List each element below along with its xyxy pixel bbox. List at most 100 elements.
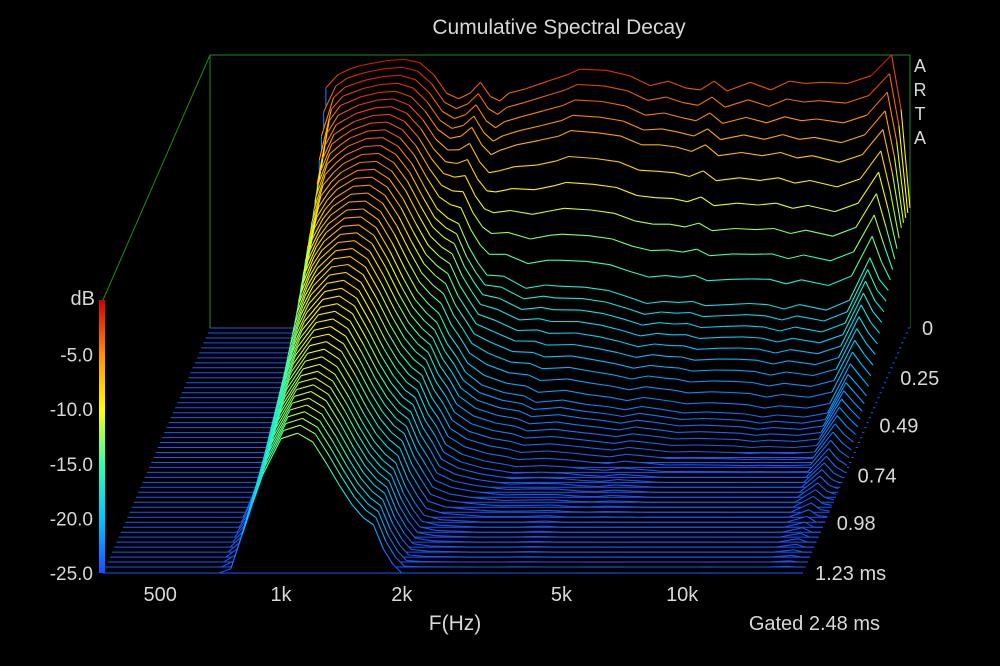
decay-segment bbox=[381, 283, 395, 310]
decay-segment bbox=[328, 455, 343, 479]
decay-segment bbox=[412, 87, 428, 103]
decay-segment bbox=[808, 509, 819, 517]
decay-segment bbox=[488, 445, 509, 450]
decay-segment bbox=[382, 203, 398, 226]
decay-segment bbox=[318, 190, 330, 208]
decay-segment bbox=[347, 328, 363, 354]
decay-segment bbox=[685, 402, 710, 405]
decay-segment bbox=[462, 191, 474, 214]
decay-segment bbox=[460, 207, 472, 231]
decay-segment bbox=[296, 285, 309, 314]
decay-segment bbox=[404, 121, 419, 138]
decay-segment bbox=[852, 351, 863, 366]
decay-segment bbox=[812, 368, 837, 377]
decay-segment bbox=[393, 162, 409, 182]
decay-segment bbox=[287, 411, 305, 418]
decay-segment bbox=[307, 237, 319, 262]
decay-segment bbox=[397, 410, 410, 420]
decay-segment bbox=[389, 324, 403, 346]
decay-segment bbox=[663, 377, 678, 380]
time-tick-label: 0.98 bbox=[837, 513, 876, 535]
decay-segment bbox=[676, 146, 692, 152]
decay-segment bbox=[486, 274, 504, 277]
decay-segment bbox=[292, 305, 304, 335]
decay-segment bbox=[346, 112, 357, 120]
decay-segment bbox=[317, 223, 329, 239]
decay-segment bbox=[516, 465, 544, 468]
decay-segment bbox=[410, 96, 426, 112]
decay-segment bbox=[519, 410, 532, 418]
decay-segment bbox=[391, 316, 405, 339]
decay-segment bbox=[384, 195, 400, 218]
decay-segment bbox=[535, 399, 563, 403]
decay-segment bbox=[852, 401, 863, 412]
decay-segment bbox=[630, 485, 645, 488]
decay-segment bbox=[720, 134, 744, 141]
decay-segment bbox=[348, 396, 363, 422]
decay-segment bbox=[799, 136, 815, 140]
decay-segment bbox=[436, 472, 454, 482]
decay-segment bbox=[322, 206, 334, 220]
decay-segment bbox=[577, 321, 602, 326]
decay-segment bbox=[604, 412, 623, 418]
decay-segment bbox=[564, 207, 592, 211]
decay-segment bbox=[747, 404, 765, 409]
decay-segment bbox=[421, 480, 431, 495]
decay-segment bbox=[634, 426, 651, 430]
decay-segment bbox=[667, 355, 682, 358]
decay-segment bbox=[523, 95, 546, 104]
decay-segment bbox=[370, 392, 383, 413]
decay-segment bbox=[384, 493, 396, 518]
decay-segment bbox=[845, 94, 870, 104]
time-tick-label: 0.25 bbox=[900, 368, 939, 390]
decay-segment bbox=[389, 439, 401, 449]
decay-segment bbox=[455, 304, 466, 320]
decay-segment bbox=[696, 347, 720, 350]
decay-segment bbox=[328, 105, 341, 122]
decay-segment bbox=[329, 144, 341, 155]
decay-segment bbox=[551, 504, 572, 508]
decay-segment bbox=[399, 352, 412, 368]
decay-segment bbox=[878, 172, 889, 209]
decay-segment bbox=[831, 478, 841, 484]
decay-segment bbox=[639, 412, 655, 416]
decay-segment bbox=[272, 404, 284, 432]
decay-segment bbox=[218, 568, 232, 574]
decay-segment bbox=[622, 412, 640, 418]
decay-segment bbox=[366, 459, 380, 474]
decay-segment bbox=[711, 96, 726, 108]
decay-segment bbox=[273, 402, 293, 436]
decay-segment bbox=[635, 354, 653, 358]
decay-segment bbox=[383, 348, 397, 369]
decay-segment bbox=[493, 430, 514, 435]
decay-segment bbox=[651, 469, 665, 473]
decay-segment bbox=[821, 469, 832, 480]
decay-segment bbox=[338, 169, 358, 182]
decay-segment bbox=[395, 367, 408, 383]
decay-segment bbox=[573, 343, 597, 349]
decay-segment bbox=[652, 421, 667, 425]
decay-segment bbox=[631, 375, 649, 380]
decay-segment bbox=[428, 168, 442, 186]
decay-segment bbox=[272, 387, 285, 421]
decay-segment bbox=[435, 381, 446, 397]
decay-segment bbox=[645, 112, 665, 116]
decay-segment bbox=[447, 387, 458, 405]
decay-segment bbox=[549, 443, 574, 447]
decay-segment bbox=[429, 404, 440, 420]
decay-segment bbox=[652, 354, 668, 357]
decay-segment bbox=[805, 81, 822, 84]
decay-segment bbox=[445, 161, 457, 165]
decay-segment bbox=[346, 465, 360, 485]
decay-segment bbox=[626, 396, 644, 402]
decay-segment bbox=[564, 389, 589, 396]
decay-segment bbox=[838, 316, 860, 358]
decay-segment bbox=[583, 410, 605, 415]
decay-segment bbox=[406, 329, 419, 345]
decay-segment bbox=[839, 450, 850, 459]
decay-segment bbox=[282, 375, 302, 406]
decay-segment bbox=[456, 403, 474, 417]
decay-segment bbox=[644, 311, 662, 315]
decay-segment bbox=[783, 304, 800, 310]
decay-segment bbox=[749, 452, 765, 455]
